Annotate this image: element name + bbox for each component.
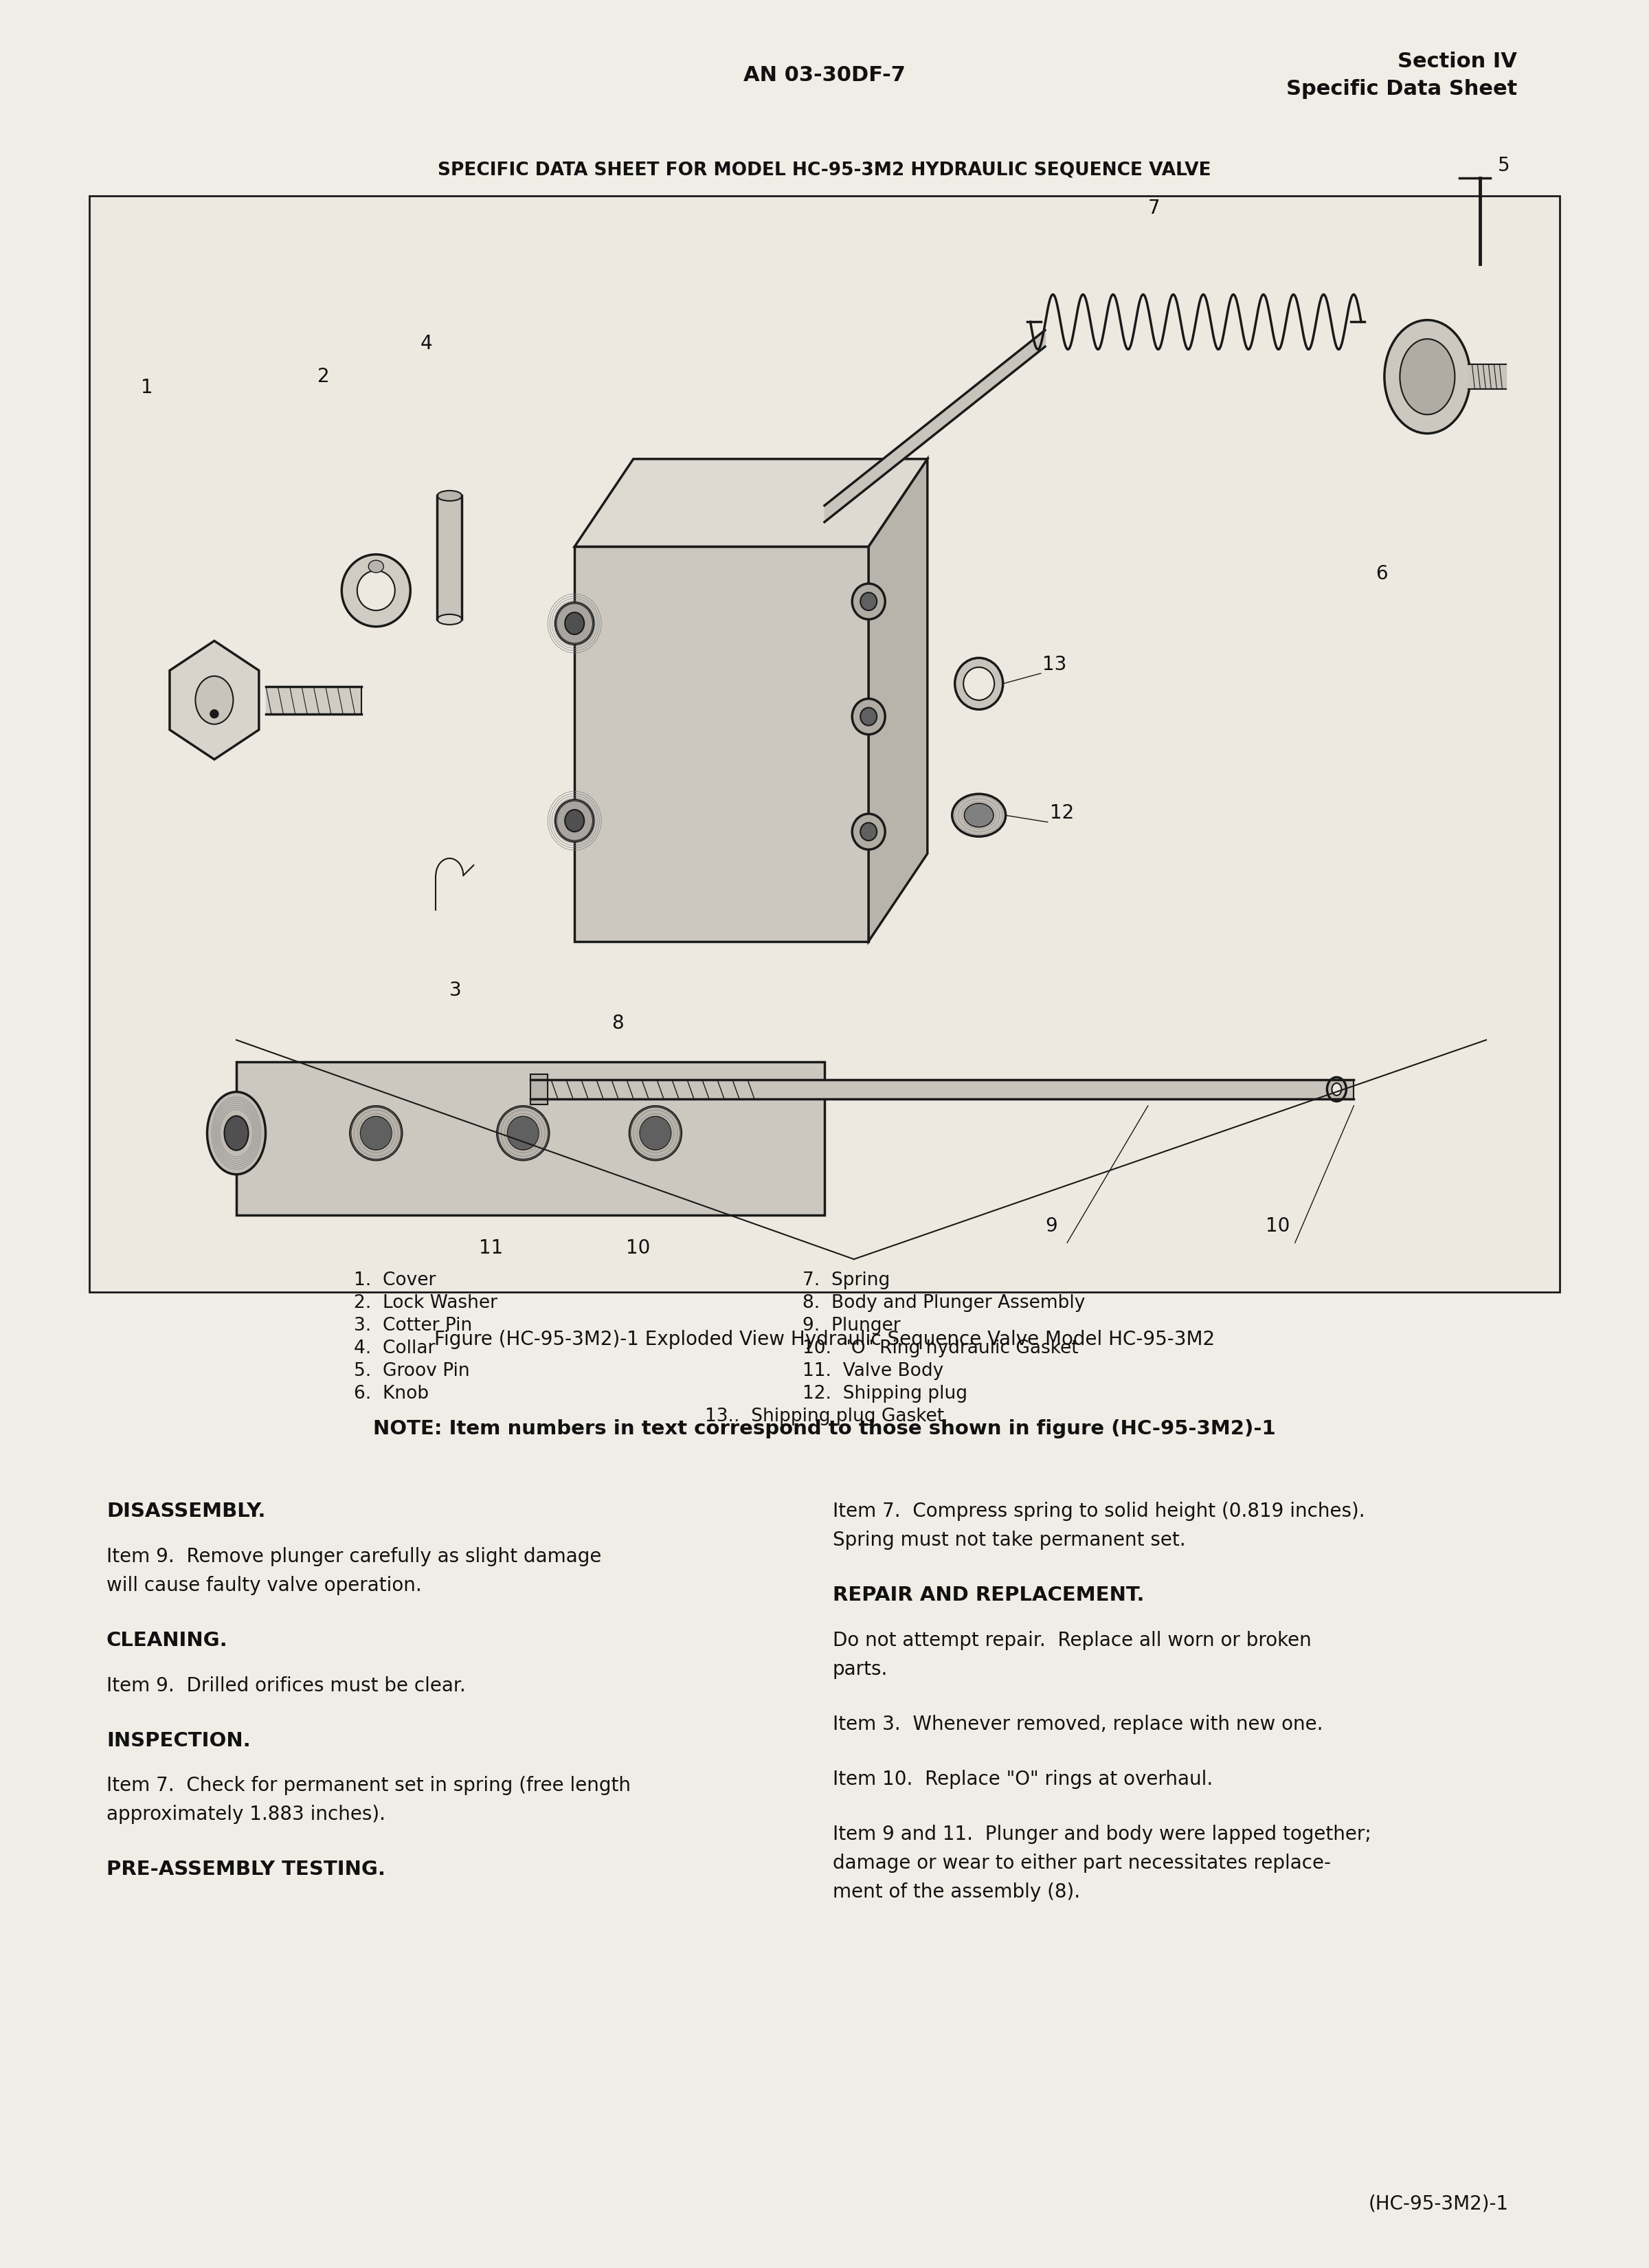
Text: Item 9.  Drilled orifices must be clear.: Item 9. Drilled orifices must be clear.: [107, 1676, 465, 1694]
Text: Do not attempt repair.  Replace all worn or broken: Do not attempt repair. Replace all worn …: [833, 1631, 1311, 1651]
Polygon shape: [869, 458, 927, 941]
Ellipse shape: [861, 823, 877, 841]
Text: 9.  Plunger: 9. Plunger: [803, 1318, 900, 1336]
Text: 11: 11: [478, 1238, 503, 1259]
Text: 8.  Body and Plunger Assembly: 8. Body and Plunger Assembly: [803, 1295, 1085, 1313]
Ellipse shape: [556, 801, 594, 841]
Text: damage or wear to either part necessitates replace-: damage or wear to either part necessitat…: [833, 1853, 1331, 1873]
Ellipse shape: [861, 708, 877, 726]
Text: Item 9 and 11.  Plunger and body were lapped together;: Item 9 and 11. Plunger and body were lap…: [833, 1823, 1372, 1844]
Polygon shape: [574, 458, 927, 547]
Text: 11.  Valve Body: 11. Valve Body: [803, 1363, 943, 1381]
Ellipse shape: [566, 810, 584, 832]
Text: AN 03-30DF-7: AN 03-30DF-7: [744, 66, 905, 86]
Ellipse shape: [853, 814, 886, 850]
Polygon shape: [170, 642, 259, 760]
Text: 2: 2: [317, 367, 330, 386]
Ellipse shape: [437, 490, 462, 501]
Text: 10: 10: [627, 1238, 650, 1259]
Bar: [236, 1061, 824, 1216]
Ellipse shape: [1400, 338, 1454, 415]
Ellipse shape: [498, 1107, 549, 1159]
Text: CLEANING.: CLEANING.: [107, 1631, 228, 1651]
Text: 10: 10: [1266, 1216, 1290, 1236]
Text: 5: 5: [1497, 156, 1509, 175]
Text: 13..  Shipping plug Gasket: 13.. Shipping plug Gasket: [704, 1408, 945, 1427]
Text: Item 7.  Check for permanent set in spring (free length: Item 7. Check for permanent set in sprin…: [107, 1776, 630, 1796]
Ellipse shape: [368, 560, 384, 572]
Text: will cause faulty valve operation.: will cause faulty valve operation.: [107, 1576, 422, 1594]
Ellipse shape: [1385, 320, 1471, 433]
Ellipse shape: [963, 667, 994, 701]
Text: INSPECTION.: INSPECTION.: [107, 1730, 251, 1751]
Text: PRE-ASSEMBLY TESTING.: PRE-ASSEMBLY TESTING.: [107, 1860, 386, 1880]
Ellipse shape: [209, 710, 218, 719]
Polygon shape: [574, 547, 869, 941]
Ellipse shape: [853, 699, 886, 735]
Text: 6: 6: [1375, 565, 1388, 583]
Text: SPECIFIC DATA SHEET FOR MODEL HC-95-3M2 HYDRAULIC SEQUENCE VALVE: SPECIFIC DATA SHEET FOR MODEL HC-95-3M2 …: [437, 161, 1212, 179]
Text: 6.  Knob: 6. Knob: [355, 1386, 429, 1404]
Ellipse shape: [640, 1116, 671, 1150]
Text: DISASSEMBLY.: DISASSEMBLY.: [107, 1501, 265, 1522]
Bar: [89, 195, 1560, 1293]
Text: 8: 8: [612, 1014, 623, 1034]
Text: Specific Data Sheet: Specific Data Sheet: [1286, 79, 1517, 100]
Text: 7.  Spring: 7. Spring: [803, 1272, 890, 1290]
Text: 9: 9: [1045, 1216, 1057, 1236]
Ellipse shape: [951, 794, 1006, 837]
Text: 12.  Shipping plug: 12. Shipping plug: [803, 1386, 968, 1404]
Ellipse shape: [861, 592, 877, 610]
Text: Section IV: Section IV: [1398, 52, 1517, 73]
Ellipse shape: [508, 1116, 539, 1150]
Ellipse shape: [630, 1107, 681, 1159]
Text: parts.: parts.: [833, 1660, 887, 1678]
Ellipse shape: [965, 803, 993, 828]
Ellipse shape: [556, 603, 594, 644]
Text: ment of the assembly (8).: ment of the assembly (8).: [833, 1882, 1080, 1901]
Text: 12: 12: [1050, 803, 1073, 823]
Ellipse shape: [437, 615, 462, 624]
Ellipse shape: [955, 658, 1003, 710]
Ellipse shape: [208, 1091, 265, 1175]
Text: Spring must not take permanent set.: Spring must not take permanent set.: [833, 1531, 1186, 1549]
Text: Item 10.  Replace "O" rings at overhaul.: Item 10. Replace "O" rings at overhaul.: [833, 1769, 1214, 1789]
Ellipse shape: [566, 612, 584, 635]
Bar: [531, 1075, 547, 1105]
Text: 4.  Collar: 4. Collar: [355, 1340, 435, 1359]
Text: 3: 3: [450, 982, 462, 1000]
Ellipse shape: [853, 583, 886, 619]
Ellipse shape: [195, 676, 233, 723]
Text: 4: 4: [420, 333, 432, 354]
Text: REPAIR AND REPLACEMENT.: REPAIR AND REPLACEMENT.: [833, 1585, 1144, 1606]
Text: (HC-95-3M2)-1: (HC-95-3M2)-1: [1369, 2193, 1509, 2214]
Text: 1.  Cover: 1. Cover: [355, 1272, 435, 1290]
Text: Figure (HC-95-3M2)-1 Exploded View Hydraulic Sequence Valve Model HC-95-3M2: Figure (HC-95-3M2)-1 Exploded View Hydra…: [434, 1329, 1215, 1349]
Text: Item 7.  Compress spring to solid height (0.819 inches).: Item 7. Compress spring to solid height …: [833, 1501, 1365, 1522]
Text: approximately 1.883 inches).: approximately 1.883 inches).: [107, 1805, 386, 1823]
Text: 2.  Lock Washer: 2. Lock Washer: [355, 1295, 498, 1313]
Ellipse shape: [350, 1107, 402, 1159]
Text: 7: 7: [1148, 200, 1161, 218]
Ellipse shape: [224, 1116, 249, 1150]
Text: 10.  "O" Ring hydraulic Gasket: 10. "O" Ring hydraulic Gasket: [803, 1340, 1078, 1359]
Ellipse shape: [1327, 1077, 1346, 1102]
Ellipse shape: [358, 572, 396, 610]
Ellipse shape: [341, 553, 411, 626]
Text: Item 9.  Remove plunger carefully as slight damage: Item 9. Remove plunger carefully as slig…: [107, 1547, 602, 1567]
Text: 1: 1: [140, 379, 153, 397]
Ellipse shape: [361, 1116, 391, 1150]
Text: Item 3.  Whenever removed, replace with new one.: Item 3. Whenever removed, replace with n…: [833, 1715, 1322, 1733]
Text: 13: 13: [1042, 655, 1067, 674]
Text: 3.  Cotter Pin: 3. Cotter Pin: [355, 1318, 472, 1336]
Text: NOTE: Item numbers in text correspond to those shown in figure (HC-95-3M2)-1: NOTE: Item numbers in text correspond to…: [373, 1420, 1276, 1438]
Ellipse shape: [1332, 1084, 1342, 1095]
Text: 5.  Groov Pin: 5. Groov Pin: [355, 1363, 470, 1381]
